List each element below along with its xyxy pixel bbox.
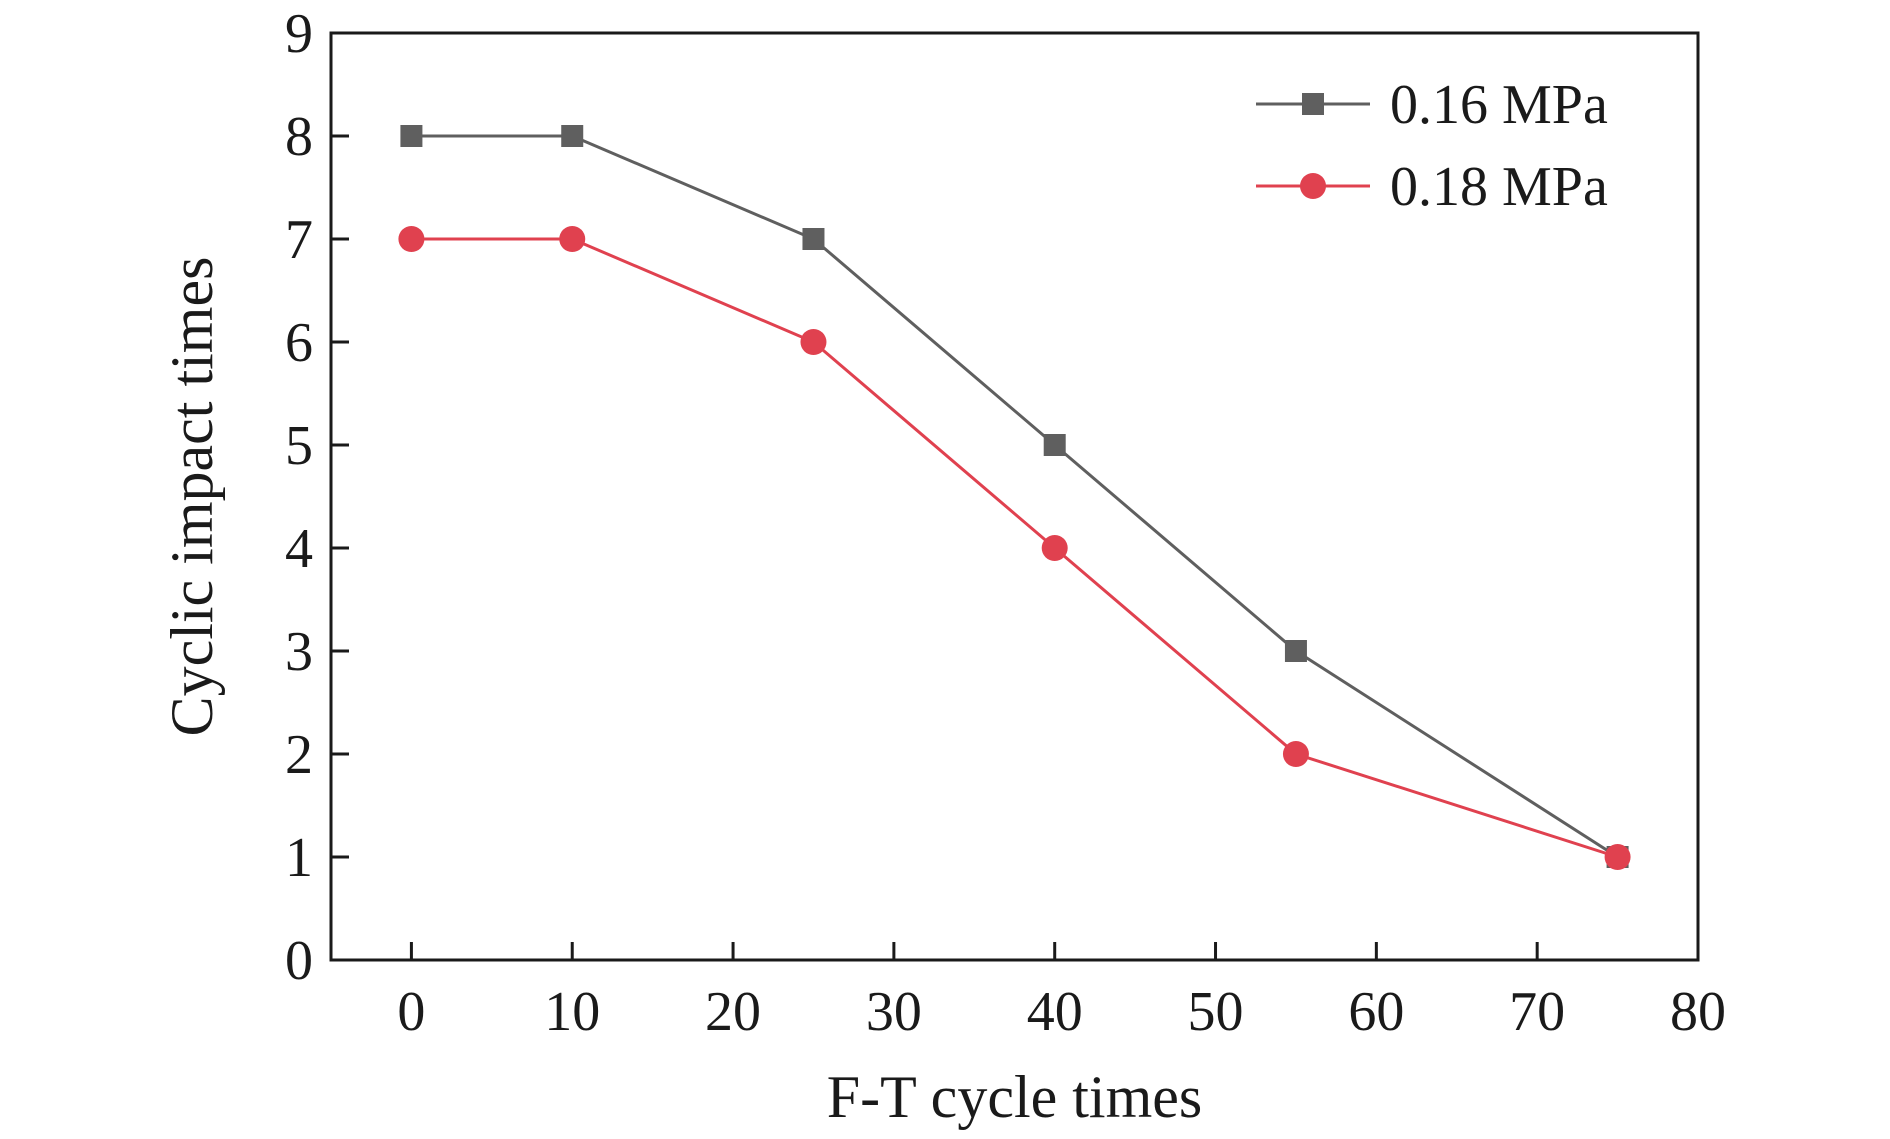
y-tick-label: 1 — [285, 827, 313, 889]
legend: 0.16 MPa 0.18 MPa — [1256, 74, 1608, 218]
y-tick-label: 6 — [285, 312, 313, 374]
data-point-square — [561, 125, 584, 147]
legend-label: 0.16 MPa — [1390, 74, 1608, 136]
series-line — [411, 134, 1619, 859]
x-tick-label: 10 — [544, 981, 600, 1043]
data-point-square — [400, 125, 423, 147]
x-tick-label: 50 — [1188, 981, 1244, 1043]
y-tick-label: 0 — [285, 930, 313, 992]
x-tick-label: 70 — [1509, 981, 1565, 1043]
y-axis: 0 1 2 3 4 5 6 7 8 9 — [285, 3, 349, 992]
series-layer — [398, 125, 1631, 870]
x-axis-title: F-T cycle times — [827, 1064, 1202, 1130]
data-point-circle — [1604, 844, 1631, 870]
data-point-circle — [1041, 535, 1068, 561]
y-tick-label: 8 — [285, 106, 313, 168]
plot-frame — [329, 31, 1700, 962]
x-tick-label: 20 — [705, 981, 761, 1043]
x-axis: 0 10 20 30 40 50 60 70 80 — [397, 942, 1726, 1043]
y-tick-label: 3 — [285, 621, 313, 683]
y-tick-label: 2 — [285, 724, 313, 786]
data-point-square — [1043, 434, 1066, 456]
data-point-square — [1284, 640, 1307, 662]
y-tick-label: 9 — [285, 3, 313, 65]
y-tick-label: 4 — [285, 518, 313, 580]
data-point-square — [802, 228, 825, 250]
x-tick-label: 60 — [1348, 981, 1404, 1043]
x-tick-label: 80 — [1670, 981, 1726, 1043]
x-tick-label: 30 — [866, 981, 922, 1043]
x-tick-label: 0 — [397, 981, 425, 1043]
legend-label: 0.18 MPa — [1390, 156, 1608, 218]
data-point-circle — [559, 226, 586, 252]
y-axis-title: Cyclic impact times — [159, 257, 225, 737]
data-point-circle — [1282, 741, 1309, 767]
legend-marker-circle — [1300, 173, 1326, 199]
data-point-circle — [800, 329, 827, 355]
data-point-circle — [398, 226, 425, 252]
y-tick-label: 7 — [285, 209, 313, 271]
plot-area — [329, 31, 1700, 962]
legend-marker-square — [1302, 93, 1324, 115]
y-tick-label: 5 — [285, 415, 313, 477]
x-tick-label: 40 — [1027, 981, 1083, 1043]
series-line — [411, 237, 1619, 859]
